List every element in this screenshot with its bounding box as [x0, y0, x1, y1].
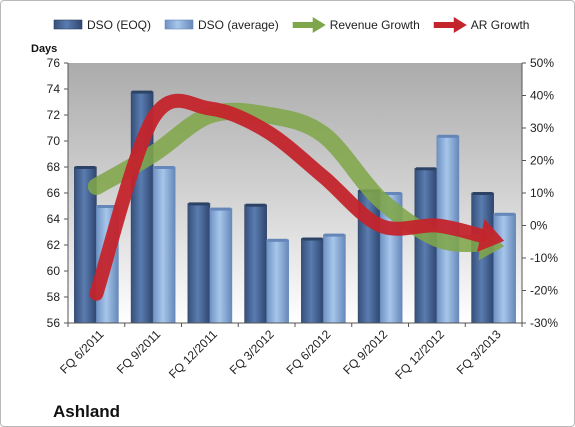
bar-dso-average [493, 213, 516, 324]
bar-cap [267, 238, 288, 242]
y-tick-label-right: 40% [530, 89, 554, 103]
bar-dso-eoq [187, 203, 211, 324]
x-tick-label: FQ 6/2011 [57, 327, 107, 377]
bar-cap [472, 192, 493, 195]
bar-cap [415, 167, 436, 171]
y-tick-label-right: -10% [530, 251, 558, 265]
bar-cap [210, 207, 231, 211]
bar-dso-average [209, 208, 233, 324]
y-tick-label-left: 76 [47, 56, 61, 70]
x-tick-label: FQ 3/2012 [227, 327, 277, 377]
bar-dso-average [152, 166, 176, 324]
y-tick-label-right: 30% [530, 121, 554, 135]
bar-cap [97, 205, 118, 208]
ar-growth-line [89, 93, 488, 301]
bar-cap [381, 192, 402, 195]
legend-swatch-revenue-growth-head [312, 17, 326, 33]
ar-growth-arrowhead [476, 218, 505, 253]
y-tick-label-right: 50% [530, 56, 554, 70]
revenue-growth-line [87, 102, 490, 252]
trend-arrows-layer [87, 93, 505, 301]
x-tick-label: FQ 9/2012 [340, 327, 390, 377]
y-tick-label-left: 58 [47, 290, 61, 304]
x-tick-label: FQ 9/2011 [114, 327, 164, 377]
x-tick-label: FQ 12/2012 [392, 327, 447, 382]
bar-dso-average [266, 239, 289, 324]
bar-dso-eoq [301, 238, 324, 324]
y-tick-label-left: 68 [47, 160, 61, 174]
y-tick-label-left: 62 [47, 238, 61, 252]
y-tick-label-left: 56 [47, 316, 61, 330]
bar-cap [75, 166, 96, 169]
y-tick-label-left: 74 [47, 82, 61, 96]
legend-label: DSO (EOQ) [87, 18, 151, 32]
legend-swatch-dso-eoq [53, 19, 83, 30]
y-tick-label-right: -20% [530, 284, 558, 298]
company-name: Ashland [53, 402, 120, 421]
y-tick-label-left: 72 [47, 108, 61, 122]
legend-swatch-dso-average [164, 19, 194, 30]
x-tick-label: FQ 12/2011 [166, 327, 220, 381]
bar-cap [494, 212, 515, 216]
legend-swatch-ar-growth-head [453, 17, 467, 33]
legend-label: Revenue Growth [330, 18, 420, 32]
bar-cap [245, 203, 266, 207]
bar-cap [302, 237, 323, 241]
y-tick-label-right: 10% [530, 186, 554, 200]
bar-cap [154, 166, 175, 169]
x-tick-label: FQ 3/2013 [454, 327, 504, 377]
bar-cap [324, 233, 345, 237]
bar-dso-average [323, 234, 346, 324]
legend-label: DSO (average) [198, 18, 279, 32]
y-tick-label-right: 20% [530, 154, 554, 168]
bar-cap [132, 90, 153, 94]
bar-dso-eoq [244, 204, 267, 324]
y-tick-label-left: 60 [47, 264, 61, 278]
bar-cap [437, 134, 458, 138]
x-tick-label: FQ 6/2012 [284, 327, 334, 377]
bar-cap [188, 202, 209, 206]
legend-label: AR Growth [471, 18, 530, 32]
y-tick-label-right: 0% [530, 219, 548, 233]
y-tick-label-left: 66 [47, 186, 61, 200]
legend: DSO (EOQ) DSO (average) Revenue Growth AR G… [53, 17, 530, 33]
y-axis-title-left: Days [31, 43, 57, 55]
y-tick-label-left: 70 [47, 134, 61, 148]
y-tick-label-left: 64 [47, 212, 61, 226]
y-tick-label-right: -30% [530, 316, 558, 330]
